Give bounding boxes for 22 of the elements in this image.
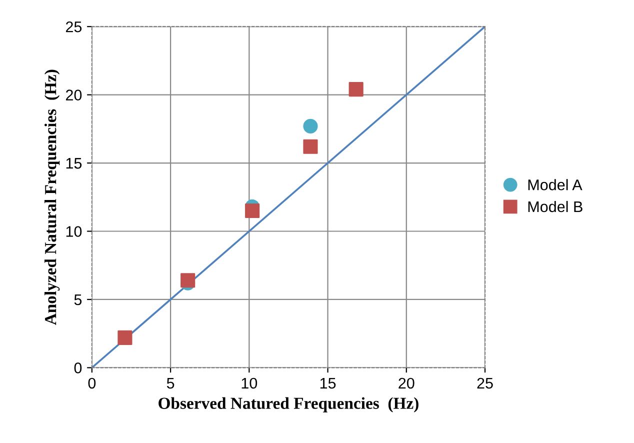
y-tick-label: 15 (66, 158, 82, 169)
point (118, 330, 132, 345)
legend-label: Model A (528, 179, 582, 190)
point (245, 203, 260, 218)
x-tick-label: 20 (398, 378, 414, 389)
y-tick-label: 20 (66, 90, 82, 100)
x-tick-label: 15 (320, 378, 336, 389)
point (303, 139, 318, 154)
point (348, 82, 364, 97)
legend-label: Model B (528, 200, 582, 212)
x-axis-title: Observed Natured Frequencies (Hz) (158, 397, 418, 412)
y-tick-label: 5 (74, 294, 82, 306)
y-tick-label: 25 (66, 21, 82, 32)
y-axis-title: Anolyzed Natural Frequencies (Hz) (44, 70, 60, 326)
y-tick-label: 10 (66, 226, 82, 237)
x-tick-label: 25 (477, 378, 493, 389)
x-tick-label: 10 (242, 378, 258, 389)
point (180, 273, 196, 288)
x-tick-label: 0 (88, 378, 96, 389)
x-tick-label: 5 (166, 378, 174, 389)
y-tick-label: 0 (74, 362, 82, 374)
point (303, 118, 318, 134)
